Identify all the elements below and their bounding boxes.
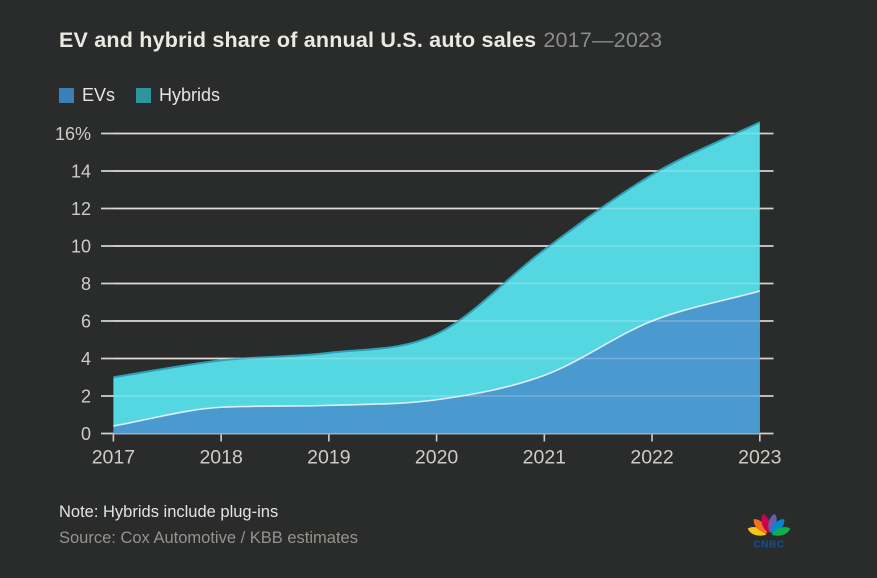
x-axis-label: 2017 [92,447,135,469]
legend-label-hybrids: Hybrids [159,85,221,105]
y-axis-label: 16% [55,124,91,144]
peacock-feathers [747,513,791,536]
legend-item-evs: EVs [59,85,115,106]
chart-title: EV and hybrid share of annual U.S. auto … [59,28,662,53]
x-axis-label: 2023 [738,447,781,469]
chart-note: Note: Hybrids include plug-ins [59,503,279,521]
x-axis-label: 2020 [415,447,459,469]
x-axis-label: 2022 [630,447,673,469]
peacock-feather [753,519,768,534]
legend-label-evs: EVs [82,85,116,105]
y-axis-label: 4 [81,349,91,369]
y-axis-label: 8 [81,274,91,294]
legend: EVs Hybrids [59,85,220,106]
peacock-feather [747,526,767,536]
y-axis-label: 14 [71,162,91,182]
peacock-feather [768,513,777,533]
evs-area [113,291,760,434]
legend-swatch-evs [59,88,74,103]
legend-item-hybrids: Hybrids [136,85,220,106]
x-axis-label: 2019 [307,447,350,469]
y-axis-label: 0 [81,424,91,444]
x-axis-label: 2018 [199,447,242,469]
chart-title-date-range: 2017—2023 [543,28,663,52]
chart-source: Source: Cox Automotive / KBB estimates [59,529,358,547]
y-axis-label: 12 [71,199,91,219]
cnbc-wordmark: CNBC [753,540,785,551]
legend-swatch-hybrids [136,88,152,103]
x-axis-label: 2021 [523,447,566,469]
y-axis-label: 10 [71,237,91,257]
y-axis-label: 6 [81,312,91,332]
peacock-feather [761,513,770,533]
hybrids-edge-line [113,121,761,379]
y-axis-label: 2 [81,387,91,407]
peacock-feather [770,519,785,534]
peacock-feather [771,526,791,536]
cnbc-peacock-logo: CNBC [747,513,791,551]
evs-edge-line [113,290,761,427]
chart-title-text: EV and hybrid share of annual U.S. auto … [59,28,537,52]
